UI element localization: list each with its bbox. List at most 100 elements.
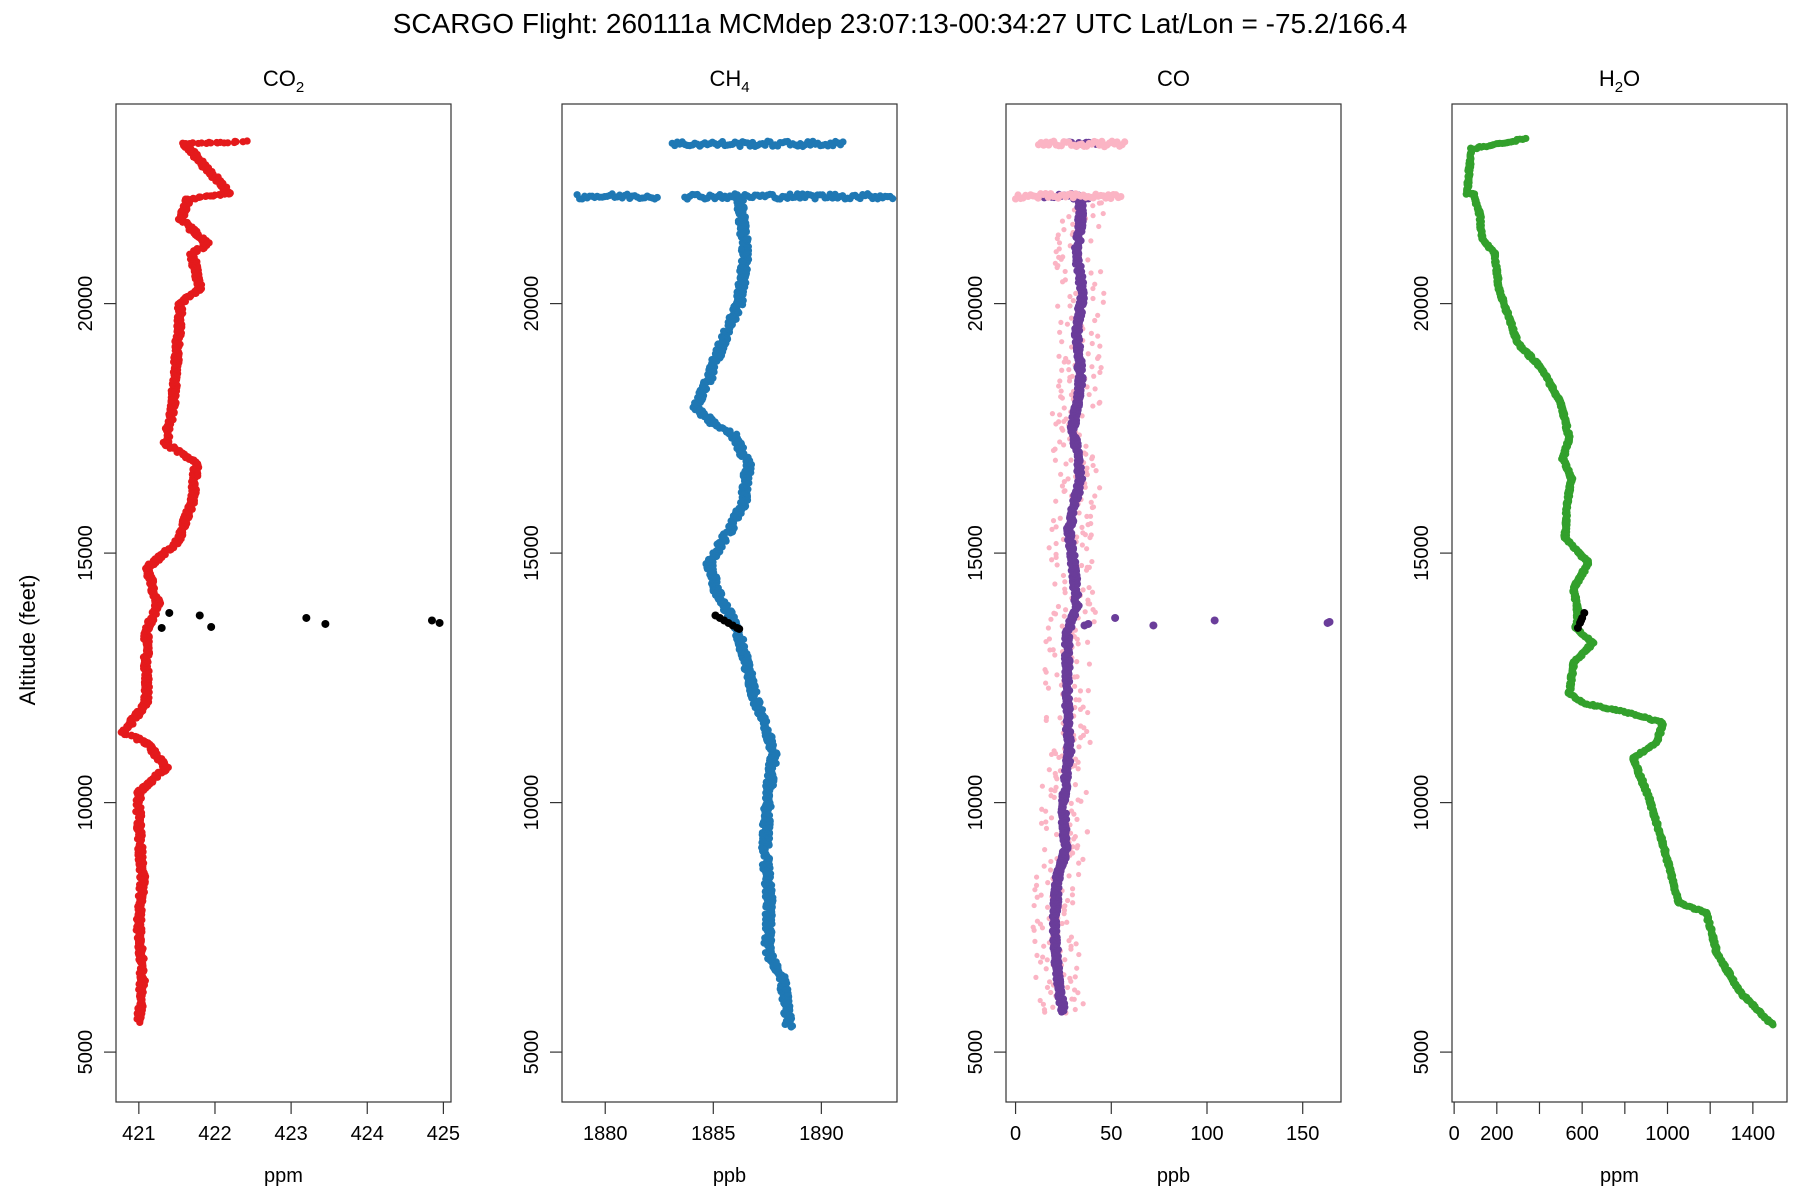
scatter-point-0 [1086,584,1092,591]
scatter-point-0 [1043,825,1050,831]
scatter-point-0 [1056,419,1062,425]
x-tick-label: 1890 [799,1123,844,1145]
scatter-point-0 [1084,465,1090,471]
scatter-point-0 [1063,461,1069,467]
scatter-point-0 [1096,353,1102,360]
scatter-point-0 [1080,587,1086,593]
scatter-point-0 [1059,483,1066,489]
scatter-point-0 [1069,886,1076,892]
scatter-point-0 [1061,488,1067,494]
scatter-point-0 [1072,1006,1078,1013]
scatter-point-0 [1048,787,1054,793]
scatter-point-0 [1062,607,1069,613]
y-tick-label: 10000 [75,775,97,831]
scatter-point-0 [1085,257,1091,263]
scatter-point-0 [1046,979,1053,985]
scatter-point-0 [1068,808,1075,814]
scatter-point-0 [1054,562,1060,568]
scatter-point-0 [1054,672,1060,678]
scatter-point-0 [1086,661,1093,667]
scatter-point-0 [1066,873,1072,879]
scatter-point-0 [1043,966,1049,972]
highlight-point-1 [165,608,174,617]
scatter-point-0 [1043,819,1049,825]
scatter-point-0 [1088,270,1094,276]
scatter-point-0 [1061,405,1067,411]
scatter-point-0 [1050,518,1057,524]
series-point-0 [243,137,251,145]
scatter-point-0 [1070,298,1076,304]
scatter-point-0 [1071,987,1078,993]
scatter-point-0 [1082,484,1088,490]
x-tick-label: 150 [1286,1123,1319,1145]
highlight-point-6 [1210,616,1219,625]
x-axis-label: ppb [1157,1165,1190,1187]
scatter-point-0 [1088,330,1094,336]
x-axis-label: ppm [1600,1165,1639,1187]
scatter-point-0 [1034,918,1041,924]
scatter-point-0 [1097,369,1103,375]
scatter-point-0 [1075,641,1081,647]
scatter-point-0 [1050,447,1057,454]
scatter-point-0 [1057,412,1063,418]
scatter-point-0 [1048,815,1055,821]
scatter-point-0 [1084,546,1090,552]
panel-title-subscript: 2 [1615,79,1623,96]
x-tick-label: 0 [1449,1123,1460,1145]
scatter-point-0 [1039,783,1045,789]
scatter-point-0 [1048,616,1054,622]
scatter-point-0 [1057,378,1063,384]
scatter-point-0 [1064,919,1070,925]
y-tick-label: 10000 [521,775,543,831]
scatter-point-0 [1057,515,1063,521]
scatter-point-0 [1034,894,1040,900]
scatter-point-0 [1091,373,1097,379]
scatter-point-0 [1075,843,1081,849]
scatter-point-0 [1050,1004,1056,1010]
highlight-point-1 [321,619,330,628]
scatter-point-0 [1067,975,1073,981]
scatter-point-0 [1061,613,1067,619]
panel-title-main: CO [263,66,296,91]
panel-title-main: H [1599,66,1615,91]
x-tick-label: 1000 [1645,1123,1690,1145]
scatter-point-0 [1097,485,1103,491]
scatter-point-0 [1080,530,1086,536]
scatter-point-0 [1053,831,1060,838]
panel-title-main: CH [709,66,741,91]
y-tick-label: 15000 [1411,525,1433,581]
plot-frame [115,103,452,1103]
highlight-point-1 [302,613,311,622]
series-point-0 [193,244,201,253]
scatter-point-0 [1055,232,1061,238]
scatter-point-0 [1052,581,1058,587]
scatter-point-0 [1092,317,1098,324]
scatter-point-0 [1051,748,1057,754]
scatter-point-0 [1085,709,1091,716]
scatter-point-0 [1057,329,1063,335]
scatter-point-0 [1075,766,1081,772]
scatter-point-0 [1031,902,1037,909]
scatter-point-0 [1092,281,1098,287]
series-point-0 [189,139,197,147]
x-tick-label: 0 [1010,1123,1021,1145]
scatter-point-0 [1073,290,1079,296]
scatter-point-0 [1038,892,1044,898]
scatter-point-0 [1079,542,1085,548]
scatter-point-0 [1042,667,1048,673]
scatter-point-0 [1091,619,1097,625]
scatter-point-0 [1083,789,1089,796]
x-tick-label: 421 [122,1123,155,1145]
scatter-point-0 [1043,714,1050,721]
scatter-point-0 [1048,793,1054,799]
highlight-point-1 [195,611,204,620]
scatter-point-0 [1084,829,1090,835]
scatter-point-0 [1101,290,1107,296]
x-tick-label: 423 [274,1123,307,1145]
x-tick-label: 200 [1480,1123,1513,1145]
scatter-point-0 [1059,395,1065,401]
scatter-point-0 [1037,997,1043,1004]
